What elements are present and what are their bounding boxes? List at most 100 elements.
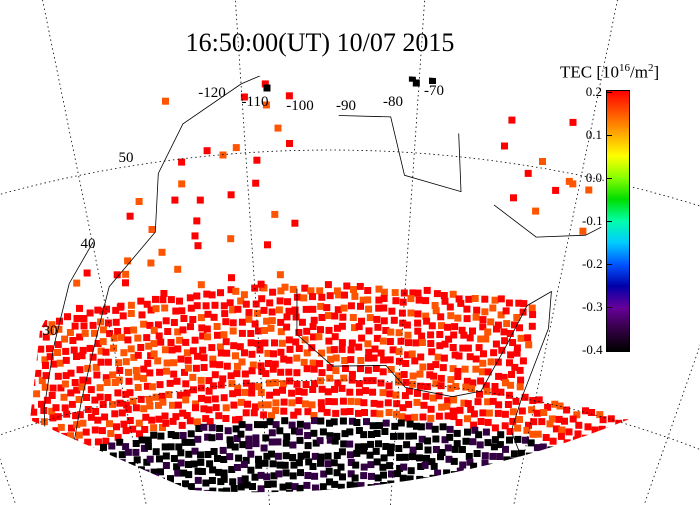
tec-data-point <box>609 440 617 448</box>
tec-data-point <box>146 402 154 410</box>
tec-data-point <box>53 461 61 469</box>
tec-data-point <box>158 248 166 256</box>
tec-data-point <box>447 384 455 392</box>
tec-data-point <box>132 448 140 456</box>
tec-data-point <box>42 372 50 380</box>
tec-data-point <box>326 346 334 354</box>
tec-data-point <box>317 399 325 407</box>
tec-data-point <box>534 472 542 480</box>
tec-data-point <box>30 490 34 493</box>
tec-data-point <box>301 284 309 292</box>
tec-data-point <box>77 491 85 493</box>
tec-data-point <box>387 443 395 451</box>
tec-data-point <box>371 495 378 502</box>
tec-data-point <box>183 349 191 357</box>
tec-data-point <box>90 460 98 467</box>
tec-data-point <box>131 473 139 481</box>
tec-data-point <box>252 434 260 442</box>
tec-data-point <box>47 328 55 336</box>
tec-data-point <box>73 279 81 287</box>
tec-data-point <box>268 438 276 446</box>
tec-data-point <box>262 101 270 109</box>
tec-data-point <box>485 409 493 417</box>
tec-data-point <box>326 489 334 493</box>
tec-data-point <box>545 486 553 493</box>
tec-data-point <box>364 366 372 374</box>
tec-data-point <box>405 339 412 347</box>
tec-data-point <box>444 323 452 331</box>
tec-data-point <box>317 326 324 334</box>
tec-data-point <box>525 421 532 429</box>
tec-data-point <box>27 500 34 505</box>
tec-data-point <box>123 470 131 478</box>
tec-data-point <box>198 394 205 402</box>
tec-data-point <box>400 371 408 378</box>
tec-data-point <box>471 426 479 434</box>
tec-data-point <box>276 427 284 435</box>
tec-data-point <box>30 348 37 356</box>
tec-data-point <box>136 430 143 438</box>
tec-data-point <box>403 441 411 449</box>
tec-data-point <box>513 344 521 352</box>
tec-data-point <box>349 314 357 321</box>
tec-data-point <box>167 296 175 304</box>
tec-data-point <box>285 307 293 315</box>
tec-data-point <box>161 486 169 493</box>
tec-data-point <box>649 443 656 450</box>
tec-data-point <box>309 386 317 393</box>
tec-data-point <box>607 450 615 458</box>
tec-data-point <box>192 400 200 408</box>
tec-data-point <box>623 419 631 427</box>
tec-data-point <box>602 473 609 480</box>
tec-data-point <box>120 349 128 357</box>
tec-data-point <box>200 405 208 413</box>
tec-data-point <box>427 363 435 371</box>
tec-data-point <box>148 226 156 233</box>
tec-data-point <box>101 464 109 472</box>
tec-data-point <box>339 313 347 321</box>
tec-data-point <box>481 459 489 467</box>
tec-data-point <box>133 456 141 464</box>
tec-data-point <box>157 432 165 440</box>
tec-data-point <box>248 389 256 397</box>
tec-data-point <box>549 437 557 445</box>
tec-data-point <box>376 400 384 408</box>
tec-data-point <box>170 319 178 326</box>
tec-data-point <box>122 270 130 278</box>
tec-data-point <box>503 320 511 328</box>
tec-data-point <box>228 274 235 282</box>
tec-data-point <box>363 418 370 426</box>
tec-data-point <box>283 313 291 321</box>
tec-data-point <box>540 409 548 416</box>
tec-data-point <box>130 353 138 361</box>
tec-data-point <box>234 389 242 397</box>
tec-data-point <box>437 453 444 461</box>
tec-data-point <box>323 408 331 416</box>
tec-data-point <box>499 467 506 475</box>
tec-data-point <box>575 421 583 429</box>
tec-data-point <box>342 365 349 372</box>
tec-data-point <box>497 311 505 319</box>
tec-data-point <box>347 459 355 466</box>
tec-data-point <box>67 369 75 377</box>
tec-data-point <box>290 411 298 419</box>
tec-data-point <box>162 97 169 105</box>
tec-data-point <box>182 338 190 346</box>
tec-data-point <box>449 290 457 298</box>
tec-data-point <box>210 448 218 455</box>
tec-data-point <box>15 404 22 411</box>
tec-data-point <box>398 309 406 317</box>
tec-data-point <box>409 372 417 380</box>
tec-data-point <box>158 499 165 505</box>
tec-data-point <box>501 337 509 345</box>
tec-data-point <box>347 302 355 310</box>
tec-data-point <box>512 481 520 489</box>
tec-data-point <box>116 438 124 446</box>
tec-data-point <box>370 64 377 71</box>
tec-data-point <box>365 348 373 356</box>
tec-data-point <box>34 452 42 460</box>
tec-data-point <box>342 53 349 60</box>
tec-data-point <box>224 427 232 435</box>
tec-data-point <box>135 419 143 427</box>
tec-data-point <box>533 444 541 452</box>
